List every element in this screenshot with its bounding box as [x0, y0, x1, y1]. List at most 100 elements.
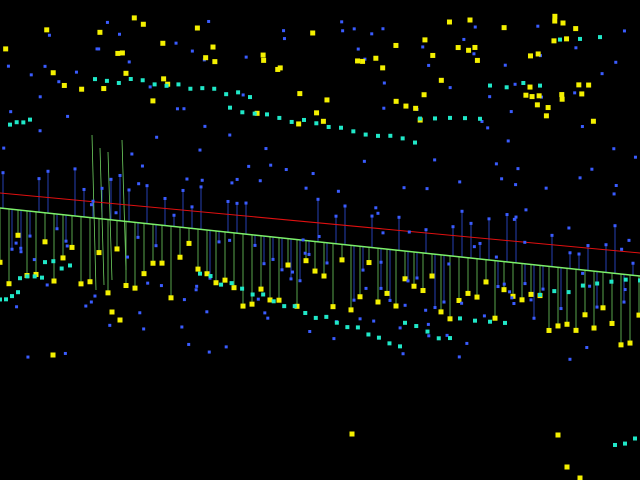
yellow-point	[314, 110, 320, 116]
cyan-point	[326, 124, 331, 129]
blue-point	[529, 298, 533, 302]
yellow-point	[349, 431, 355, 437]
yellow-point	[212, 59, 218, 65]
yellow-point	[0, 259, 3, 265]
yellow-point	[3, 46, 9, 52]
blue-point	[95, 47, 99, 51]
blue-point	[235, 201, 239, 205]
yellow-point	[559, 92, 565, 98]
blue-point	[91, 199, 95, 203]
cyan-point	[302, 117, 306, 122]
blue-point	[118, 173, 122, 177]
blue-point	[595, 305, 599, 309]
cyan-point	[16, 290, 20, 295]
blue-point	[536, 24, 540, 28]
blue-point	[244, 55, 248, 59]
yellow-point	[312, 268, 318, 274]
blue-point	[421, 45, 425, 49]
yellow-point	[109, 309, 115, 315]
blue-point	[532, 316, 536, 320]
blue-point	[379, 260, 383, 264]
yellow-point	[582, 312, 588, 318]
yellow-point	[527, 84, 533, 90]
yellow-point	[564, 36, 570, 42]
yellow-point	[150, 98, 156, 104]
cyan-point	[488, 83, 492, 88]
cyan-point	[176, 82, 181, 87]
blue-point	[502, 282, 506, 286]
blue-point	[364, 286, 368, 290]
cyan-point	[355, 325, 360, 330]
blue-point	[352, 298, 356, 302]
yellow-point	[535, 51, 541, 57]
blue-point	[114, 211, 118, 215]
blue-point	[203, 124, 207, 128]
cyan-point	[250, 292, 255, 297]
blue-point	[512, 301, 516, 305]
yellow-point	[159, 260, 165, 266]
blue-point	[401, 352, 405, 356]
yellow-point	[203, 55, 209, 61]
yellow-point	[119, 50, 125, 56]
blue-point	[136, 235, 140, 239]
blue-point	[154, 244, 158, 248]
blue-point	[496, 285, 500, 289]
yellow-point	[472, 44, 478, 50]
blue-point	[505, 213, 509, 217]
blue-point	[325, 261, 329, 265]
blue-point	[514, 183, 518, 187]
cyan-point	[93, 77, 97, 82]
yellow-point	[96, 250, 102, 256]
blue-point	[448, 86, 452, 90]
cyan-point	[292, 304, 297, 309]
blue-point	[180, 325, 184, 329]
yellow-point	[60, 255, 66, 261]
cyan-point	[43, 260, 47, 265]
blue-point	[73, 167, 77, 171]
green-stem	[107, 151, 113, 281]
blue-point	[208, 276, 212, 280]
blue-point	[14, 241, 18, 245]
yellow-point	[123, 70, 129, 76]
yellow-point	[545, 105, 551, 111]
yellow-point	[15, 232, 21, 238]
blue-point	[301, 238, 305, 242]
yellow-point	[465, 290, 471, 296]
blue-point	[447, 262, 451, 266]
blue-point	[573, 91, 577, 95]
blue-point	[190, 205, 194, 209]
yellow-point	[411, 283, 417, 289]
blue-point	[127, 60, 131, 64]
cyan-point	[488, 319, 492, 324]
blue-point	[289, 277, 293, 281]
blue-point	[487, 217, 491, 221]
blue-point	[109, 177, 113, 181]
cyan-point	[425, 329, 430, 334]
cyan-point	[10, 294, 14, 299]
blue-point	[182, 298, 186, 302]
blue-point	[506, 139, 510, 143]
cyan-point	[413, 140, 417, 145]
yellow-point	[555, 323, 561, 329]
cyan-point	[219, 282, 224, 287]
yellow-point	[600, 305, 606, 311]
cyan-point	[623, 441, 627, 446]
blue-point	[172, 213, 176, 217]
cyan-point	[334, 320, 339, 325]
yellow-point	[320, 118, 326, 124]
blue-point	[253, 243, 257, 247]
cyan-point	[363, 132, 368, 137]
blue-point	[541, 287, 545, 291]
blue-point	[174, 41, 178, 45]
blue-point	[205, 310, 209, 314]
yellow-point	[420, 288, 426, 294]
blue-point	[316, 197, 320, 201]
yellow-point	[79, 86, 85, 92]
yellow-point	[150, 260, 156, 266]
yellow-point	[355, 58, 361, 64]
blue-point	[372, 319, 376, 323]
blue-point	[469, 221, 473, 225]
blue-point	[523, 240, 527, 244]
